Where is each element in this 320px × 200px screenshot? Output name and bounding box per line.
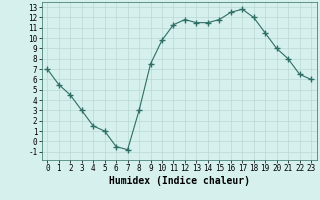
X-axis label: Humidex (Indice chaleur): Humidex (Indice chaleur) xyxy=(109,176,250,186)
